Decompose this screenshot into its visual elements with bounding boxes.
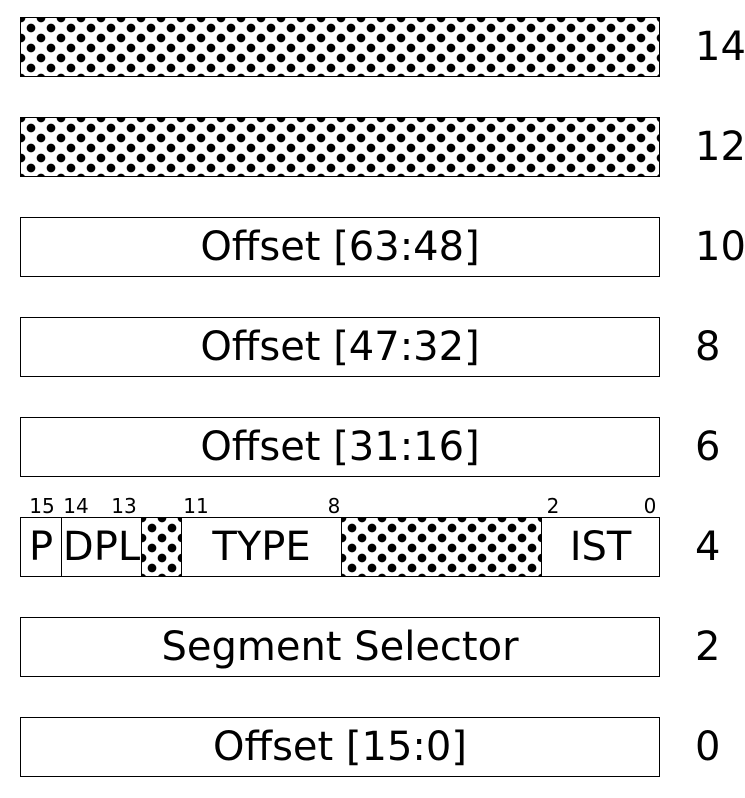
offset-31-16-field: Offset [31:16] <box>20 417 660 477</box>
offset-47-32-field: Offset [47:32] <box>20 317 660 377</box>
byte-offset-2: 2 <box>695 624 721 670</box>
dpl-label: DPL <box>62 524 141 570</box>
bit-number-13: 13 <box>111 494 137 518</box>
field-label: Offset [47:32] <box>200 324 480 370</box>
byte-offset-8: 8 <box>695 324 721 370</box>
byte-offset-14: 14 <box>695 24 745 70</box>
reserved-row-12 <box>20 117 660 177</box>
field-label: Offset [15:0] <box>213 724 467 770</box>
byte-offset-12: 12 <box>695 124 745 170</box>
offset-63-48-field: Offset [63:48] <box>20 217 660 277</box>
bit-number-14: 14 <box>63 494 89 518</box>
byte-offset-10: 10 <box>695 224 745 270</box>
field-label: Offset [63:48] <box>200 224 480 270</box>
p-label: P <box>28 524 54 570</box>
field-label: Segment Selector <box>161 624 519 670</box>
field-label: Offset [31:16] <box>200 424 480 470</box>
byte-offset-0: 0 <box>695 724 721 770</box>
segment-selector-field: Segment Selector <box>20 617 660 677</box>
bit-number-2: 2 <box>546 494 560 518</box>
bit-number-0: 0 <box>643 494 657 518</box>
p-field: P <box>21 518 61 576</box>
flags-row: P DPL TYPE IST <box>20 517 660 577</box>
reserved-row-14 <box>20 17 660 77</box>
bit-number-15: 15 <box>29 494 55 518</box>
type-label: TYPE <box>212 524 311 570</box>
ist-label: IST <box>569 524 632 570</box>
reserved-bit-12 <box>141 518 181 576</box>
byte-offset-4: 4 <box>695 524 721 570</box>
byte-offset-6: 6 <box>695 424 721 470</box>
bit-number-8: 8 <box>327 494 341 518</box>
dpl-field: DPL <box>61 518 141 576</box>
bit-number-11: 11 <box>183 494 209 518</box>
ist-field: IST <box>541 518 659 576</box>
type-field: TYPE <box>181 518 341 576</box>
reserved-bits-7-3 <box>341 518 541 576</box>
offset-15-0-field: Offset [15:0] <box>20 717 660 777</box>
